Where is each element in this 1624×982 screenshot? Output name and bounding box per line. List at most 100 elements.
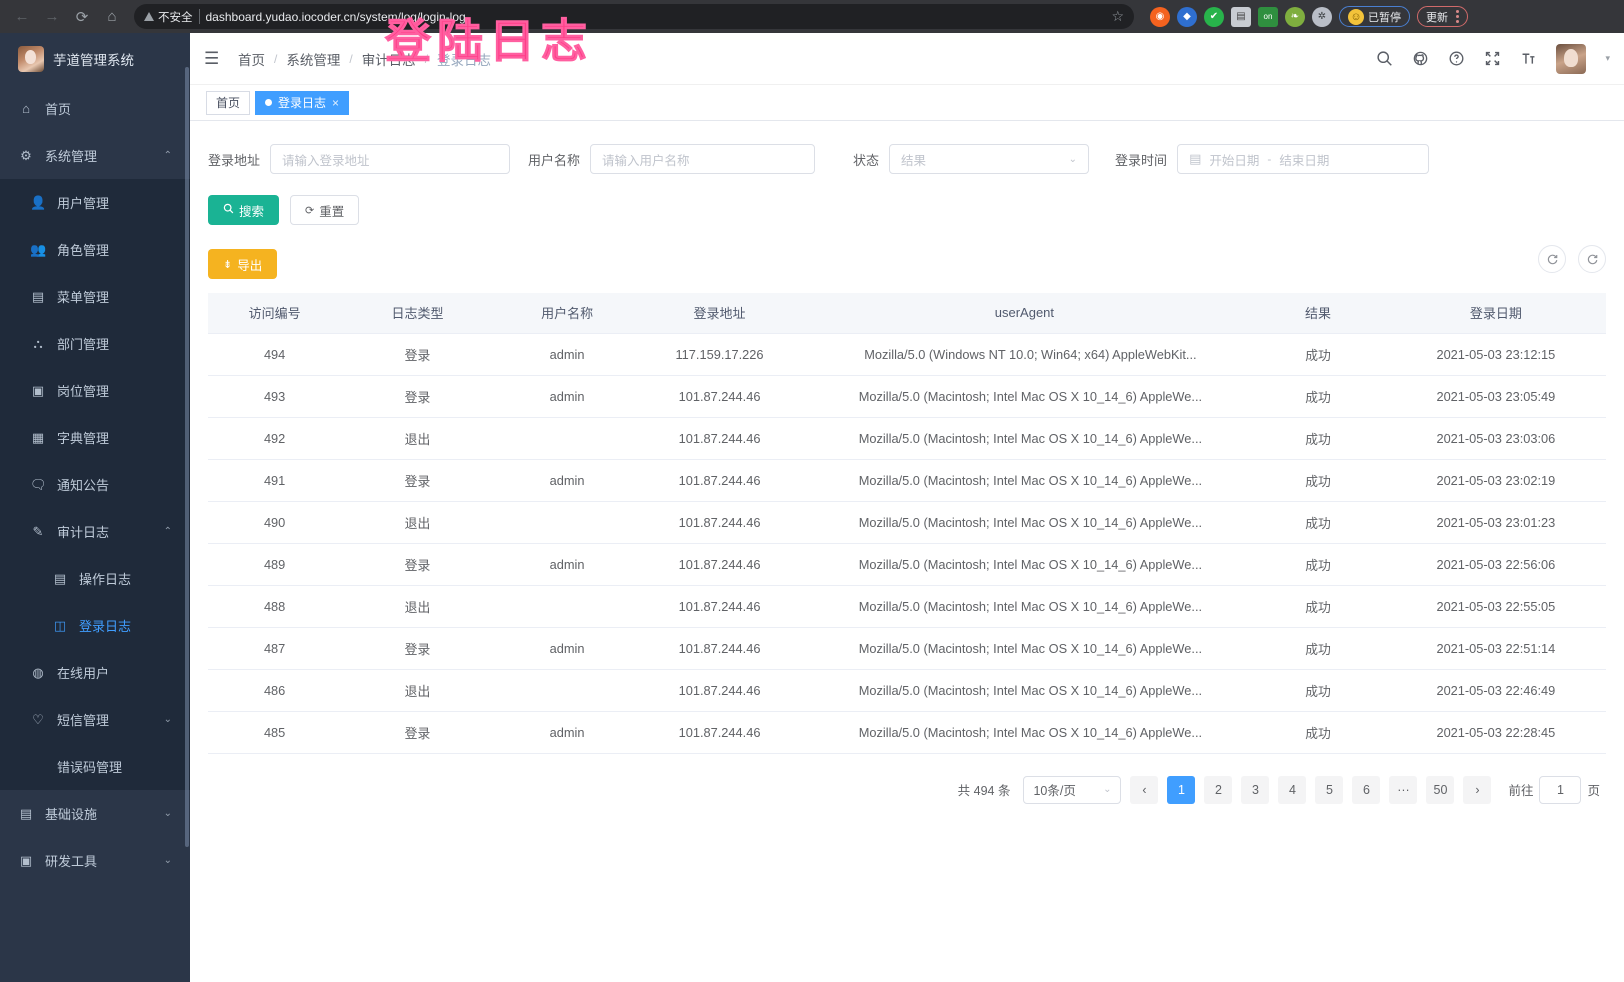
sidebar-item-notice[interactable]: 🗨 通知公告 <box>0 461 190 508</box>
sidebar-item-online-user[interactable]: ◍ 在线用户 <box>0 649 190 696</box>
end-date-input[interactable]: 结束日期 <box>1279 153 1330 168</box>
sidebar-item-audit-log[interactable]: ✎ 审计日志 ⌃ <box>0 508 190 555</box>
sidebar-item-system[interactable]: ⚙ 系统管理 ⌃ <box>0 132 190 179</box>
sidebar-item-infra[interactable]: ▤ 基础设施 ⌄ <box>0 790 190 837</box>
github-icon[interactable] <box>1412 50 1429 67</box>
table-row[interactable]: 492 退出 101.87.244.46 Mozilla/5.0 (Macintosh… <box>208 417 1606 460</box>
green-check-extension-icon[interactable]: ✔ <box>1204 6 1224 27</box>
page-button[interactable]: 1 <box>1167 775 1196 804</box>
table-row[interactable]: 494 登录 admin 117.159.17.226 Mozilla/5.0 (Win… <box>208 333 1606 376</box>
page-button[interactable]: 4 <box>1278 775 1307 804</box>
insecure-badge[interactable]: 不安全 <box>144 9 193 25</box>
fullscreen-icon[interactable] <box>1484 50 1501 67</box>
breadcrumb-item[interactable]: 首页 <box>238 52 265 68</box>
page-size-select[interactable]: 10条/页 ⌄ <box>1023 775 1122 804</box>
breadcrumb-item[interactable]: 系统管理 <box>286 52 341 68</box>
brand[interactable]: 芋道管理系统 <box>0 33 190 85</box>
sidebar-item-sms[interactable]: ♡ 短信管理 ⌄ <box>0 696 190 743</box>
back-icon[interactable]: ← <box>14 8 30 25</box>
table-row[interactable]: 489 登录 admin 101.87.244.46 Mozilla/5.0 (Maci… <box>208 543 1606 586</box>
font-size-icon[interactable] <box>1520 50 1537 67</box>
avatar[interactable] <box>1556 43 1587 74</box>
update-button[interactable]: 更新 <box>1417 6 1468 27</box>
cell-id: 486 <box>208 669 342 712</box>
table-header-cell[interactable]: 登录地址 <box>640 293 799 334</box>
sidebar-item-role-icon: 👥 <box>30 241 47 257</box>
sidebar-item-home[interactable]: ⌂ 首页 <box>0 85 190 132</box>
start-date-input[interactable]: 开始日期 <box>1209 153 1260 168</box>
page-button[interactable]: 2 <box>1204 775 1233 804</box>
page-button[interactable]: ··· <box>1389 775 1418 804</box>
sidebar-item-dict[interactable]: ▦ 字典管理 <box>0 414 190 461</box>
chevron-down-icon[interactable]: ▾ <box>1605 53 1610 63</box>
user-name-input[interactable]: 请输入用户名称 <box>590 144 816 174</box>
sidebar-item-devtools[interactable]: ▣ 研发工具 ⌄ <box>0 837 190 884</box>
puzzle-extension-icon[interactable]: ✲ <box>1312 6 1332 27</box>
login-time-daterange[interactable]: ▤ 开始日期 - 结束日期 <box>1177 144 1430 174</box>
prev-page-button[interactable]: ‹ <box>1130 775 1159 804</box>
breadcrumb-item[interactable]: 登录日志 <box>437 52 492 68</box>
table-row[interactable]: 485 登录 admin 101.87.244.46 Mozilla/5.0 (Maci… <box>208 711 1606 754</box>
table-row[interactable]: 491 登录 admin 101.87.244.46 Mozilla/5.0 (Maci… <box>208 459 1606 502</box>
next-page-button[interactable]: › <box>1463 775 1492 804</box>
table-header-cell[interactable]: 登录日期 <box>1385 293 1606 334</box>
bookmark-star-icon[interactable]: ☆ <box>1111 8 1124 24</box>
sidebar-item-menu[interactable]: ▤ 菜单管理 <box>0 273 190 320</box>
cell-id: 489 <box>208 543 342 586</box>
leaf-extension-icon[interactable]: ❧ <box>1285 6 1305 27</box>
page-button[interactable]: 50 <box>1426 775 1455 804</box>
help-icon[interactable] <box>1448 50 1465 67</box>
chevron-icon[interactable]: ⌃ <box>163 526 172 537</box>
address-bar[interactable]: 不安全 dashboard.yudao.iocoder.cn/system/lo… <box>134 4 1134 29</box>
table-header-cell[interactable]: 访问编号 <box>208 293 342 334</box>
reset-button[interactable]: ⟳ 重置 <box>290 195 360 225</box>
table-header-cell[interactable]: 结果 <box>1250 293 1386 334</box>
column-settings-icon[interactable] <box>1578 245 1606 273</box>
login-address-input[interactable]: 请输入登录地址 <box>270 144 511 174</box>
jumper-input[interactable]: 1 <box>1539 775 1582 804</box>
table-row[interactable]: 488 退出 101.87.244.46 Mozilla/5.0 (Macintosh… <box>208 585 1606 628</box>
table-header-cell[interactable]: 日志类型 <box>341 293 494 334</box>
search-button[interactable]: 搜索 <box>208 195 280 225</box>
status-select[interactable]: 结果 ⌄ <box>889 144 1090 174</box>
page-button[interactable]: 5 <box>1315 775 1344 804</box>
table-row[interactable]: 490 退出 101.87.244.46 Mozilla/5.0 (Macintosh… <box>208 501 1606 544</box>
orange-ring-extension-icon[interactable]: ◉ <box>1150 6 1170 27</box>
sidebar-item-user[interactable]: 👤 用户管理 <box>0 179 190 226</box>
blue-diamond-extension-icon[interactable]: ◆ <box>1177 6 1197 27</box>
sidebar-item-dept[interactable]: ⛬ 部门管理 <box>0 320 190 367</box>
sidebar-scrollbar-thumb[interactable] <box>185 67 189 847</box>
sidebar-item-role[interactable]: 👥 角色管理 <box>0 226 190 273</box>
hamburger-icon[interactable]: ☰ <box>204 48 220 68</box>
tab-0[interactable]: 首页 <box>206 90 251 115</box>
reload-icon[interactable]: ⟳ <box>75 8 89 26</box>
chevron-icon[interactable]: ⌄ <box>163 808 172 819</box>
tab-1[interactable]: 登录日志 × <box>255 90 350 115</box>
sidebar-scrollbar[interactable] <box>184 33 190 982</box>
refresh-table-icon[interactable] <box>1538 245 1566 273</box>
table-row[interactable]: 493 登录 admin 101.87.244.46 Mozilla/5.0 (Maci… <box>208 375 1606 418</box>
chevron-icon[interactable]: ⌄ <box>163 855 172 866</box>
sidebar-item-error-code[interactable]: 错误码管理 <box>0 743 190 790</box>
page-button[interactable]: 6 <box>1352 775 1381 804</box>
chevron-icon[interactable]: ⌄ <box>163 714 172 725</box>
export-button[interactable]: ⇟ 导出 <box>208 249 278 279</box>
tab-close-icon[interactable]: × <box>332 95 340 110</box>
search-icon[interactable] <box>1376 50 1393 67</box>
chevron-icon[interactable]: ⌃ <box>163 150 172 161</box>
breadcrumb-item[interactable]: 审计日志 <box>361 52 416 68</box>
table-row[interactable]: 486 退出 101.87.244.46 Mozilla/5.0 (Macintosh… <box>208 669 1606 712</box>
browser-menu-icon[interactable] <box>1456 10 1459 23</box>
sidebar-item-operate-log[interactable]: ▤ 操作日志 <box>0 555 190 602</box>
home-icon[interactable]: ⌂ <box>107 8 117 25</box>
sidebar-item-login-log[interactable]: ◫ 登录日志 <box>0 602 190 649</box>
table-row[interactable]: 487 登录 admin 101.87.244.46 Mozilla/5.0 (Maci… <box>208 627 1606 670</box>
note-extension-icon[interactable]: ▤ <box>1231 6 1251 27</box>
table-header-cell[interactable]: 用户名称 <box>493 293 641 334</box>
table-header-cell[interactable]: userAgent <box>798 293 1251 334</box>
forward-icon[interactable]: → <box>44 8 60 25</box>
paused-button[interactable]: ☺ 已暂停 <box>1339 6 1410 27</box>
page-button[interactable]: 3 <box>1241 775 1270 804</box>
on-badge-extension-icon[interactable]: on <box>1258 6 1278 27</box>
sidebar-item-post[interactable]: ▣ 岗位管理 <box>0 367 190 414</box>
